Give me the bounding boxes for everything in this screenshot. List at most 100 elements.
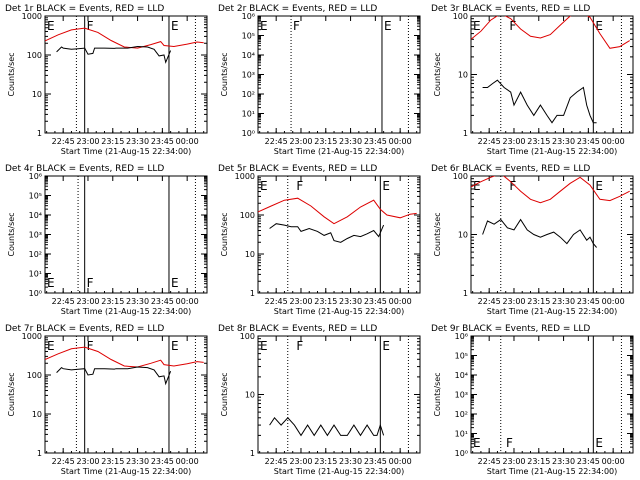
panel-det-2r: Det 2r BLACK = Events, RED = LLD 10⁰ 10¹ 10… — [218, 4, 421, 156]
marker-label-e: E — [382, 339, 390, 353]
y-tick-label: 1 — [37, 449, 42, 458]
x-tick-label: 23:00 — [502, 137, 525, 146]
marker-label-e: E — [595, 19, 603, 33]
x-tick-label: 23:30 — [339, 457, 362, 466]
x-tick-label: 23:45 — [151, 297, 174, 306]
panel-det-8r: Det 8r BLACK = Events, RED = LLD 1 10 100 Co… — [218, 324, 421, 476]
x-axis-label: Start Time (21-Aug-15 22:34:00) — [61, 467, 192, 476]
panel-det-1r: Det 1r BLACK = Events, RED = LLD 1 10 100 10… — [5, 4, 208, 156]
plot-frame — [257, 175, 421, 294]
panel-det-4r: Det 4r BLACK = Events, RED = LLD 10⁰ 10¹ 10… — [5, 164, 208, 316]
marker-label-e: E — [171, 339, 179, 353]
y-tick-label: 10² — [455, 410, 468, 419]
y-axis-label: Counts/sec — [7, 52, 16, 96]
x-tick-label: 22:45 — [52, 137, 75, 146]
y-tick-label: 10¹ — [29, 270, 42, 279]
panel-title: Det 6r BLACK = Events, RED = LLD — [431, 164, 590, 174]
marker-label-f: F — [296, 179, 303, 193]
y-tick-label: 10 — [32, 90, 42, 99]
x-tick-label: 00:00 — [602, 457, 625, 466]
y-tick-label: 1 — [463, 289, 468, 298]
y-tick-label: 10¹ — [242, 110, 255, 119]
y-tick-label: 1000 — [235, 172, 255, 181]
marker-label-e: E — [595, 436, 603, 450]
x-tick-label: 00:00 — [176, 457, 199, 466]
x-tick-label: 00:00 — [176, 297, 199, 306]
panel-title: Det 5r BLACK = Events, RED = LLD — [218, 164, 377, 174]
x-tick-label: 23:45 — [364, 137, 387, 146]
x-tick-label: 23:45 — [577, 297, 600, 306]
panel-title: Det 9r BLACK = Events, RED = LLD — [431, 324, 590, 334]
marker-label-e: E — [260, 19, 268, 33]
panel-title: Det 7r BLACK = Events, RED = LLD — [5, 324, 164, 334]
y-tick-label: 1 — [37, 129, 42, 138]
x-tick-label: 22:45 — [265, 457, 288, 466]
marker-label-e: E — [595, 179, 603, 193]
marker-label-f: F — [509, 179, 516, 193]
y-tick-label: 1 — [250, 289, 255, 298]
y-tick-label: 1000 — [22, 332, 42, 341]
x-tick-label: 22:45 — [478, 297, 501, 306]
series-line-events — [269, 223, 385, 243]
marker-label-e: E — [171, 19, 179, 33]
x-axis-label: Start Time (21-Aug-15 22:34:00) — [487, 467, 618, 476]
x-tick-label: 22:45 — [52, 457, 75, 466]
x-tick-label: 22:45 — [52, 297, 75, 306]
panel-grid: Det 1r BLACK = Events, RED = LLD11010010… — [5, 4, 634, 476]
y-tick-label: 10⁶ — [29, 172, 42, 181]
x-tick-label: 23:00 — [502, 457, 525, 466]
y-tick-label: 10² — [242, 90, 255, 99]
y-tick-label: 10⁴ — [29, 211, 42, 220]
y-tick-label: 10⁰ — [29, 289, 42, 298]
series-line-events — [56, 366, 172, 386]
x-tick-label: 23:45 — [151, 137, 174, 146]
x-tick-label: 23:15 — [314, 297, 337, 306]
y-tick-label: 10⁶ — [455, 332, 468, 341]
y-tick-label: 1 — [250, 449, 255, 458]
x-axis-label: Start Time (21-Aug-15 22:34:00) — [274, 147, 405, 156]
y-tick-label: 10³ — [455, 391, 468, 400]
x-tick-label: 23:00 — [502, 297, 525, 306]
x-tick-label: 23:45 — [364, 457, 387, 466]
x-tick-label: 23:30 — [339, 137, 362, 146]
x-tick-label: 23:30 — [126, 137, 149, 146]
x-tick-label: 00:00 — [389, 457, 412, 466]
y-tick-label: 10⁰ — [242, 129, 255, 138]
x-tick-label: 23:45 — [577, 457, 600, 466]
marker-label-f: F — [293, 19, 300, 33]
y-tick-label: 100 — [27, 371, 42, 380]
y-axis-label: Counts/sec — [7, 212, 16, 256]
x-tick-label: 22:45 — [265, 297, 288, 306]
x-tick-label: 23:45 — [577, 137, 600, 146]
x-tick-label: 23:45 — [364, 297, 387, 306]
x-tick-label: 23:15 — [527, 297, 550, 306]
y-tick-label: 100 — [240, 211, 255, 220]
y-tick-label: 100 — [453, 12, 468, 21]
y-tick-label: 10 — [245, 250, 255, 259]
x-tick-label: 23:30 — [126, 297, 149, 306]
x-tick-label: 23:00 — [76, 457, 99, 466]
y-tick-label: 10³ — [29, 231, 42, 240]
x-tick-label: 23:15 — [101, 137, 124, 146]
x-axis-label: Start Time (21-Aug-15 22:34:00) — [61, 147, 192, 156]
x-axis-label: Start Time (21-Aug-15 22:34:00) — [487, 147, 618, 156]
x-tick-label: 23:15 — [527, 457, 550, 466]
x-tick-label: 22:45 — [478, 137, 501, 146]
x-tick-label: 00:00 — [602, 297, 625, 306]
x-tick-label: 23:00 — [289, 457, 312, 466]
y-tick-label: 10⁶ — [242, 12, 255, 21]
plot-frame — [44, 15, 208, 134]
y-tick-label: 10² — [29, 250, 42, 259]
x-tick-label: 23:15 — [101, 457, 124, 466]
x-tick-label: 23:15 — [314, 137, 337, 146]
panel-det-6r: Det 6r BLACK = Events, RED = LLD 1 10 100 Co… — [431, 164, 634, 316]
y-tick-label: 10⁴ — [455, 371, 468, 380]
y-tick-label: 10³ — [242, 71, 255, 80]
series-line-events — [482, 218, 597, 248]
y-tick-label: 1000 — [22, 12, 42, 21]
y-tick-label: 10⁵ — [242, 32, 255, 41]
x-tick-label: 23:30 — [339, 297, 362, 306]
y-axis-label: Counts/sec — [220, 212, 229, 256]
y-tick-label: 10 — [458, 71, 468, 80]
